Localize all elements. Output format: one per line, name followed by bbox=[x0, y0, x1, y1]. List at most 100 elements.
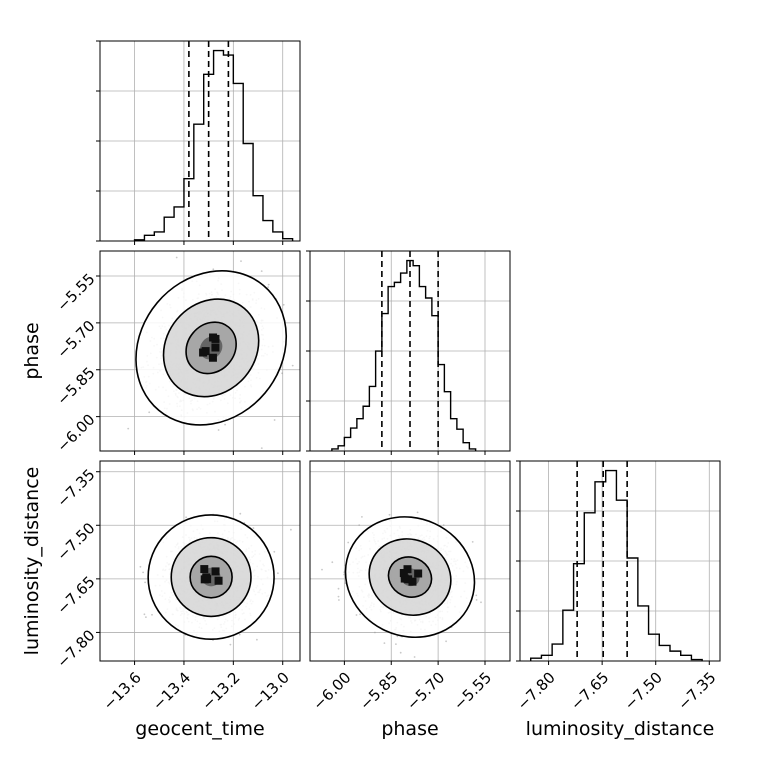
density-peak bbox=[414, 569, 423, 578]
contour-line bbox=[162, 298, 260, 398]
contour-line bbox=[135, 270, 288, 426]
histogram-step-line bbox=[133, 49, 294, 241]
scatter-point bbox=[273, 550, 276, 553]
scatter-point bbox=[388, 513, 391, 516]
density-peak bbox=[201, 347, 210, 356]
density-peak bbox=[203, 575, 212, 584]
scatter-point bbox=[143, 613, 146, 616]
scatter-point bbox=[395, 643, 397, 645]
x-axis-label-geocent_time: geocent_time bbox=[135, 718, 264, 740]
scatter-point bbox=[139, 565, 142, 568]
scatter-point bbox=[148, 411, 151, 414]
scatter-point bbox=[127, 427, 130, 430]
y-axis-label-luminosity_distance: luminosity_distance bbox=[21, 467, 43, 656]
scatter-point bbox=[413, 656, 416, 658]
y-tick-label-phase: −5.55 bbox=[53, 270, 98, 315]
scatter-point bbox=[239, 512, 242, 515]
scatter-point bbox=[185, 516, 188, 519]
y-tick-label-luminosity_distance: −7.35 bbox=[53, 466, 98, 511]
density-peak bbox=[211, 567, 220, 576]
x-tick-label-luminosity_distance: −7.50 bbox=[621, 669, 666, 714]
histogram-phase bbox=[306, 250, 511, 455]
density-peak bbox=[200, 565, 209, 574]
x-tick-label-geocent_time: −13.4 bbox=[149, 669, 194, 714]
scatter-point bbox=[277, 572, 279, 575]
scatter-point bbox=[471, 541, 474, 543]
x-tick-label-luminosity_distance: −7.65 bbox=[567, 669, 612, 714]
density-peak bbox=[214, 576, 223, 585]
scatter-point bbox=[475, 594, 478, 597]
scatter-point bbox=[260, 447, 263, 449]
contour-line bbox=[170, 536, 252, 618]
x-tick-label-luminosity_distance: −7.35 bbox=[674, 669, 719, 714]
scatter-point bbox=[374, 631, 376, 634]
x-axis-label-phase: phase bbox=[381, 718, 438, 740]
panel-content bbox=[310, 461, 510, 661]
scatter-point bbox=[383, 642, 386, 644]
scatter-point bbox=[445, 640, 447, 643]
scatter-point bbox=[291, 364, 294, 367]
x-tick-label-phase: −6.00 bbox=[309, 669, 354, 714]
scatter-point bbox=[282, 303, 285, 306]
scatter-point bbox=[256, 638, 258, 641]
y-tick-label-phase: −6.00 bbox=[53, 410, 98, 455]
x-tick-label-phase: −5.55 bbox=[450, 669, 495, 714]
histogram-luminosity_distance bbox=[516, 460, 721, 665]
scatter-point bbox=[145, 616, 147, 618]
x-axis-label-luminosity_distance: luminosity_distance bbox=[526, 718, 715, 740]
y-tick-label-phase: −5.85 bbox=[53, 364, 98, 409]
scatter-point bbox=[217, 429, 220, 431]
plot-frame bbox=[99, 250, 301, 452]
y-tick-label-luminosity_distance: −7.80 bbox=[53, 626, 98, 671]
density-peak bbox=[408, 577, 417, 586]
x-tick-label-geocent_time: −13.6 bbox=[100, 669, 145, 714]
contour-line bbox=[189, 555, 233, 599]
scatter-point bbox=[252, 527, 255, 529]
y-tick-label-phase: −5.70 bbox=[53, 317, 98, 362]
scatter-point bbox=[399, 651, 402, 654]
scatter-point bbox=[321, 568, 323, 571]
scatter-point bbox=[416, 511, 419, 514]
scatter-point bbox=[331, 561, 334, 564]
x-tick-label-geocent_time: −13.0 bbox=[248, 669, 293, 714]
plot-frame bbox=[99, 460, 301, 662]
scatter-point bbox=[480, 601, 482, 604]
contour-line bbox=[344, 516, 476, 639]
scatter-point bbox=[337, 595, 340, 598]
y-axis-label-phase: phase bbox=[21, 322, 43, 379]
scatter-point bbox=[267, 286, 269, 289]
x-tick-label-phase: −5.70 bbox=[403, 669, 448, 714]
scatter-panel-phase-vs-geocent_time bbox=[96, 250, 301, 455]
histogram-step-line bbox=[331, 259, 477, 451]
scatter-point bbox=[144, 581, 147, 584]
y-tick-label-luminosity_distance: −7.65 bbox=[53, 573, 98, 618]
scatter-point bbox=[359, 613, 361, 616]
scatter-point bbox=[290, 528, 292, 531]
scatter-point bbox=[175, 256, 178, 259]
density-peak bbox=[208, 353, 217, 362]
panel-content bbox=[100, 461, 300, 661]
histogram-step-line bbox=[530, 469, 703, 661]
scatter-point bbox=[240, 260, 242, 262]
x-tick-label-geocent_time: −13.2 bbox=[198, 669, 243, 714]
scatter-point bbox=[267, 283, 270, 286]
scatter-point bbox=[142, 571, 145, 574]
scatter-point bbox=[361, 516, 363, 518]
contour-line bbox=[147, 514, 275, 641]
y-tick-label-luminosity_distance: −7.50 bbox=[53, 519, 98, 564]
density-peak bbox=[400, 574, 409, 583]
contour-line bbox=[368, 538, 452, 616]
scatter-point bbox=[238, 633, 241, 636]
x-tick-label-luminosity_distance: −7.80 bbox=[514, 669, 559, 714]
scatter-point bbox=[475, 599, 478, 601]
scatter-point bbox=[337, 587, 340, 590]
plot-frame bbox=[309, 460, 511, 662]
scatter-point bbox=[260, 270, 263, 272]
contour-line bbox=[185, 321, 237, 375]
density-peak bbox=[211, 343, 220, 352]
scatter-point bbox=[343, 573, 345, 576]
scatter-point bbox=[151, 613, 153, 616]
scatter-point bbox=[273, 419, 276, 421]
scatter-point bbox=[442, 524, 445, 526]
scatter-point bbox=[358, 524, 361, 526]
